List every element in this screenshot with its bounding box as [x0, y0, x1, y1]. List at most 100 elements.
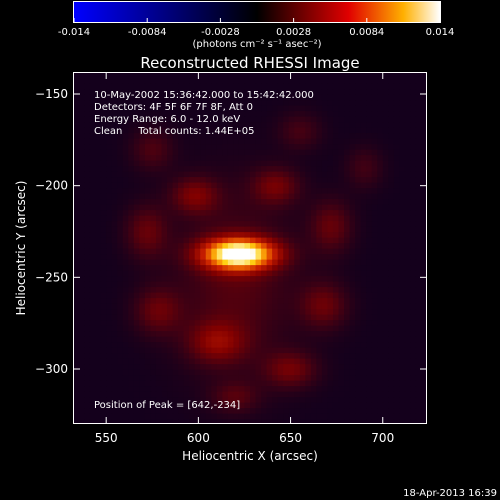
- heatmap-cell: [316, 110, 323, 117]
- heatmap-cell: [255, 116, 262, 123]
- heatmap-cell: [111, 127, 118, 134]
- heatmap-cell: [266, 72, 273, 79]
- heatmap-cell: [139, 270, 146, 277]
- heatmap-cell: [150, 83, 157, 90]
- heatmap-cell: [255, 325, 262, 332]
- heatmap-cell: [371, 308, 378, 315]
- heatmap-cell: [321, 253, 329, 260]
- heatmap-cell: [371, 297, 378, 304]
- heatmap-cell: [95, 176, 102, 183]
- heatmap-cell: [78, 314, 85, 321]
- heatmap-cell: [404, 176, 412, 183]
- heatmap-cell: [321, 407, 329, 414]
- heatmap-cell: [133, 165, 140, 172]
- heatmap-cell: [194, 308, 201, 315]
- heatmap-cell: [117, 352, 124, 359]
- heatmap-cell: [421, 132, 427, 139]
- heatmap-cell: [111, 182, 118, 189]
- heatmap-cell: [272, 314, 279, 321]
- heatmap-cell: [117, 176, 124, 183]
- heatmap-cell: [332, 127, 340, 134]
- heatmap-cell: [305, 209, 312, 216]
- heatmap-cell: [238, 297, 246, 304]
- heatmap-cell: [244, 193, 251, 200]
- heatmap-cell: [227, 204, 235, 211]
- heatmap-cell: [415, 270, 423, 277]
- heatmap-cell: [89, 231, 96, 238]
- heatmap-cell: [89, 270, 96, 277]
- heatmap-cell: [377, 292, 384, 299]
- heatmap-cell: [172, 110, 179, 117]
- heatmap-cell: [111, 374, 118, 381]
- heatmap-cell: [382, 127, 389, 134]
- heatmap-cell: [321, 215, 329, 222]
- heatmap-cell: [321, 94, 329, 101]
- heatmap-cell: [272, 248, 279, 255]
- heatmap-cell: [189, 231, 196, 238]
- heatmap-cell: [73, 209, 80, 216]
- heatmap-cell: [294, 160, 301, 167]
- heatmap-cell: [366, 237, 373, 244]
- heatmap-cell: [294, 248, 301, 255]
- heatmap-cell: [222, 110, 229, 117]
- heatmap-cell: [316, 72, 323, 79]
- heatmap-cell: [78, 209, 85, 216]
- heatmap-cell: [144, 72, 152, 79]
- heatmap-cell: [183, 105, 190, 112]
- heatmap-cell: [84, 374, 91, 381]
- heatmap-cell: [167, 121, 174, 128]
- heatmap-cell: [272, 358, 279, 365]
- heatmap-cell: [305, 297, 312, 304]
- heatmap-cell: [150, 396, 157, 403]
- heatmap-cell: [321, 242, 329, 249]
- heatmap-cell: [216, 281, 223, 288]
- heatmap-cell: [344, 182, 351, 189]
- heatmap-cell: [410, 259, 417, 266]
- heatmap-cell: [78, 413, 85, 420]
- heatmap-cell: [255, 259, 262, 266]
- heatmap-cell: [299, 165, 306, 172]
- heatmap-cell: [332, 209, 340, 216]
- heatmap-cell: [355, 369, 362, 376]
- heatmap-cell: [410, 391, 417, 398]
- heatmap-cell: [117, 143, 124, 150]
- heatmap-cell: [238, 226, 246, 233]
- heatmap-cell: [139, 176, 146, 183]
- heatmap-cell: [161, 110, 168, 117]
- heatmap-cell: [377, 116, 384, 123]
- heatmap-cell: [261, 275, 268, 282]
- heatmap-cell: [200, 264, 207, 271]
- heatmap-cell: [261, 138, 268, 145]
- heatmap-cell: [377, 165, 384, 172]
- heatmap-cell: [111, 319, 118, 326]
- heatmap-cell: [327, 418, 334, 424]
- heatmap-cell: [283, 231, 290, 238]
- heatmap-cell: [73, 121, 80, 128]
- heatmap-cell: [272, 336, 279, 343]
- heatmap-cell: [150, 226, 157, 233]
- heatmap-cell: [327, 88, 334, 95]
- heatmap-cell: [316, 127, 323, 134]
- heatmap-cell: [155, 341, 163, 348]
- heatmap-cell: [238, 407, 246, 414]
- heatmap-cell: [366, 347, 373, 354]
- heatmap-cell: [211, 226, 218, 233]
- heatmap-cell: [283, 105, 290, 112]
- heatmap-cell: [327, 215, 334, 222]
- heatmap-cell: [388, 165, 395, 172]
- heatmap-cell: [277, 193, 284, 200]
- heatmap-cell: [144, 215, 152, 222]
- heatmap-cell: [227, 352, 235, 359]
- heatmap-cell: [244, 275, 251, 282]
- heatmap-cell: [167, 149, 174, 156]
- heatmap-cell: [78, 204, 85, 211]
- heatmap-cell: [106, 176, 113, 183]
- heatmap-cell: [338, 154, 345, 161]
- heatmap-cell: [95, 352, 102, 359]
- heatmap-cell: [277, 325, 284, 332]
- heatmap-cell: [316, 303, 323, 310]
- heatmap-cell: [106, 325, 113, 332]
- heatmap-cell: [272, 77, 279, 84]
- heatmap-cell: [222, 121, 229, 128]
- heatmap-cell: [377, 275, 384, 282]
